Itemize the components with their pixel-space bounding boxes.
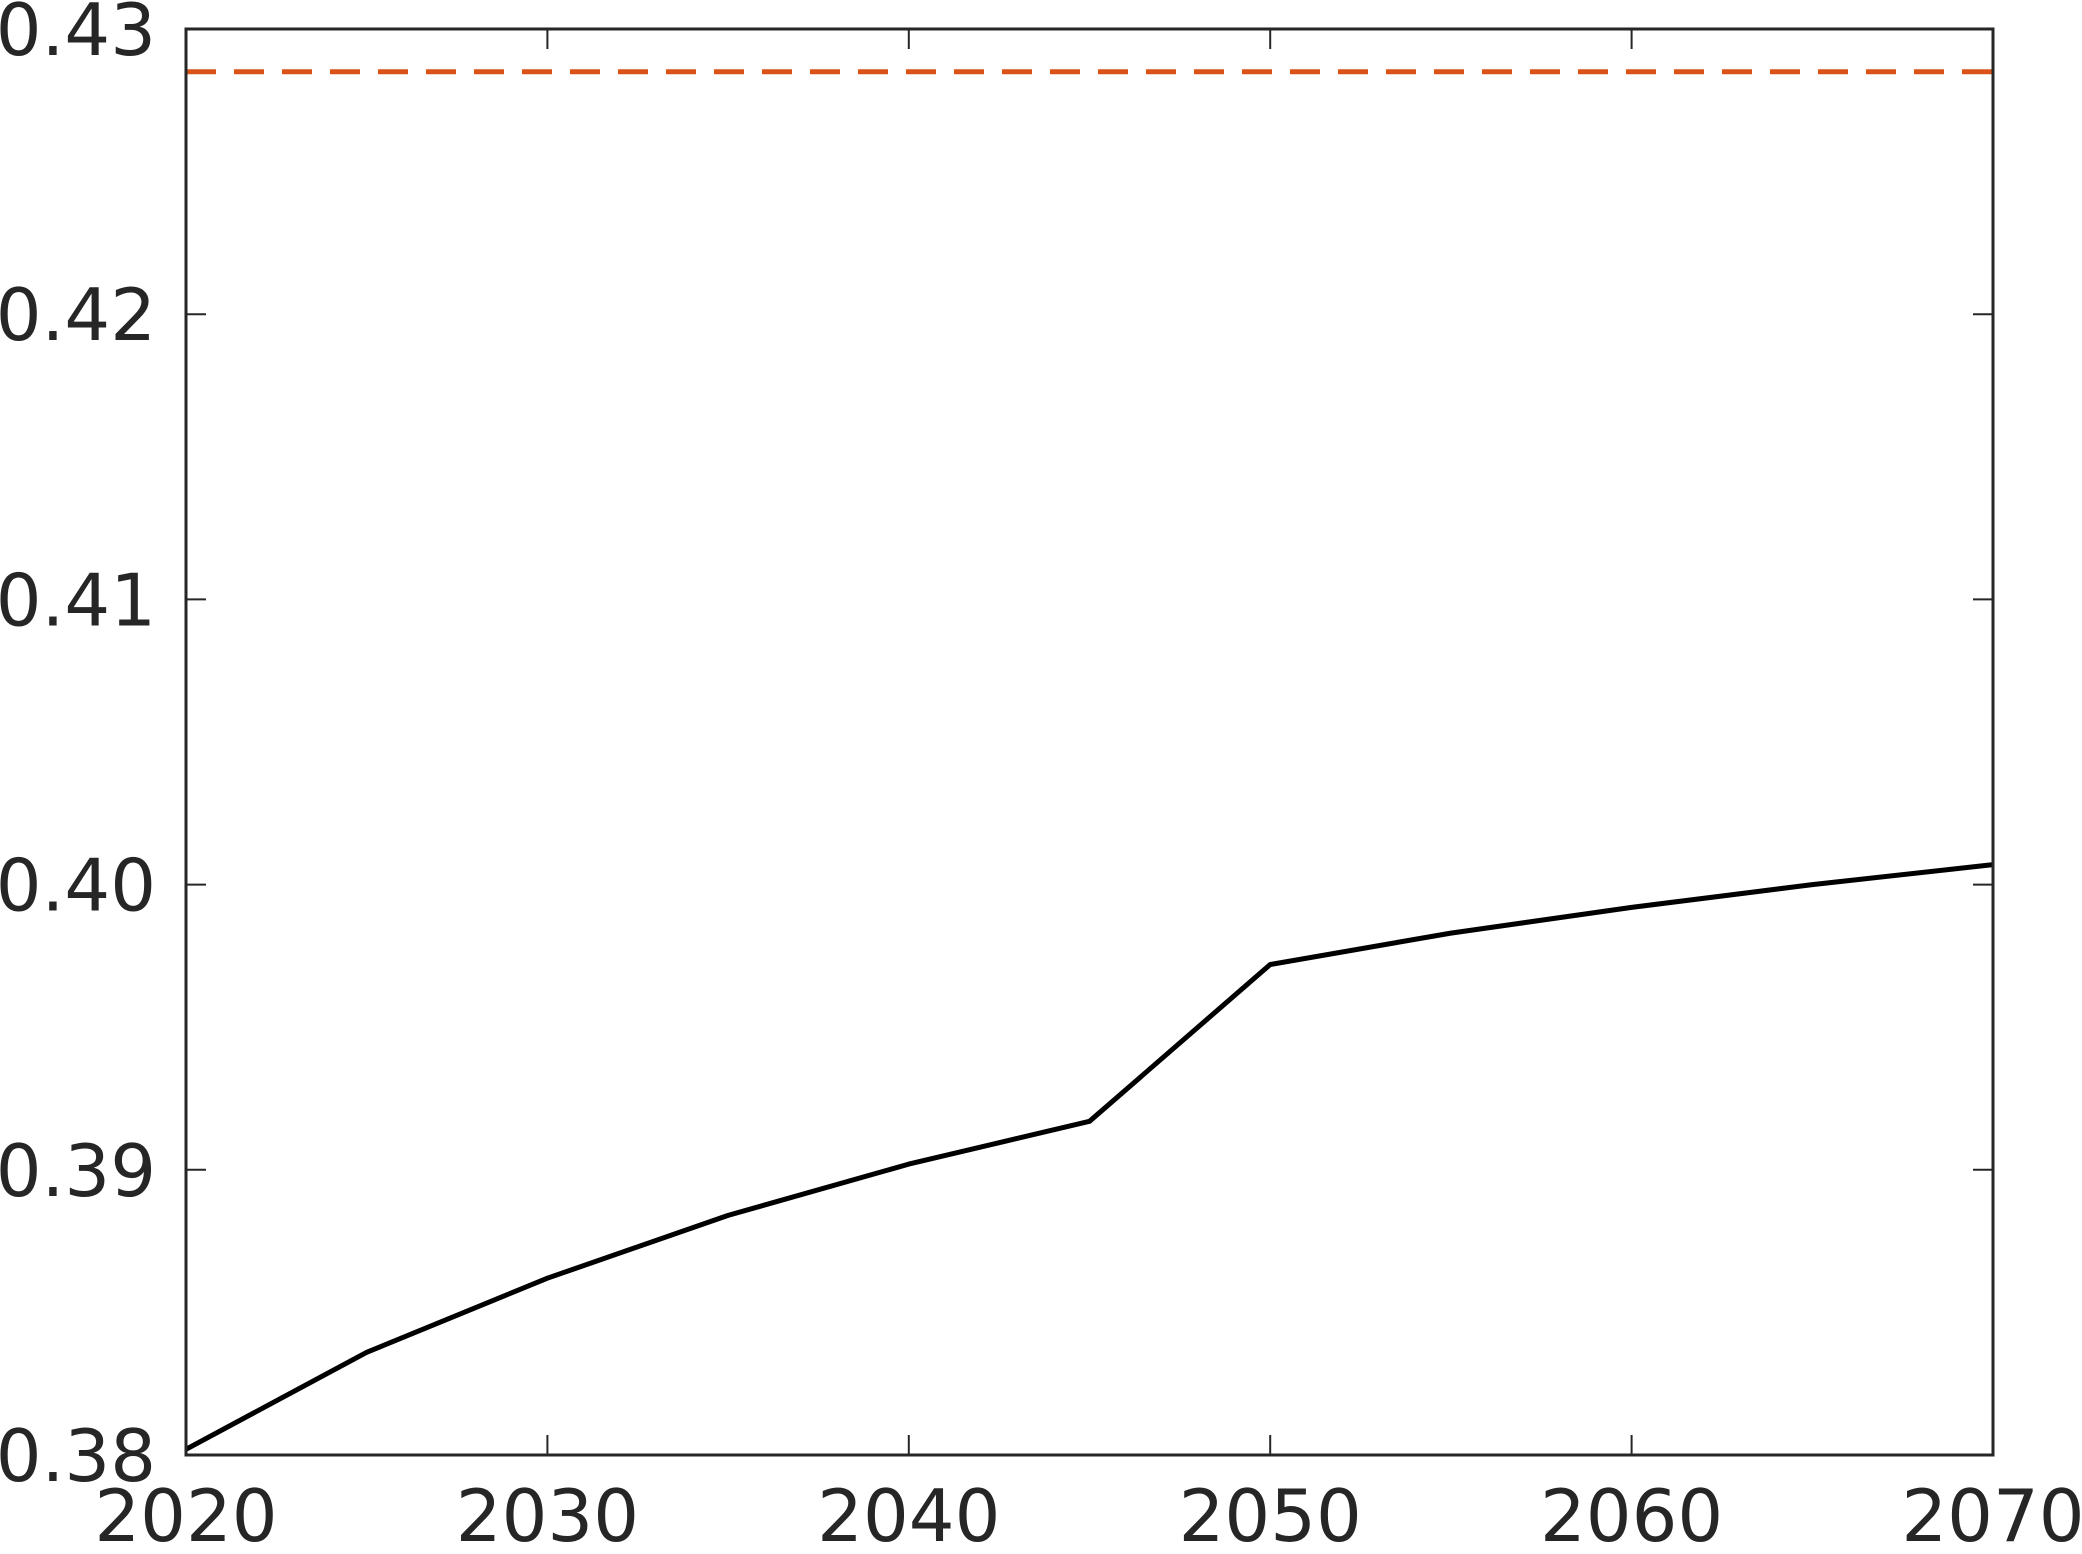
plot-frame [184,27,1995,1457]
y-tick-label: 0.38 [0,1414,156,1498]
y-tick-label: 0.42 [0,273,156,357]
series-layer [184,69,1994,1452]
y-tick-label: 0.43 [0,0,156,72]
x-tick-label: 2040 [817,1474,1000,1554]
x-tick-label: 2020 [94,1474,277,1554]
series-line-1 [184,862,1994,1452]
x-tick-label: 2030 [456,1474,639,1554]
y-tick-label: 0.40 [0,844,156,928]
x-tick-label: 2060 [1540,1474,1723,1554]
y-tick-label: 0.39 [0,1129,156,1213]
ticks-layer [185,28,1994,1456]
x-tick-label: 2070 [1901,1474,2082,1554]
y-tick-label: 0.41 [0,558,156,642]
x-tick-label: 2050 [1179,1474,1362,1554]
